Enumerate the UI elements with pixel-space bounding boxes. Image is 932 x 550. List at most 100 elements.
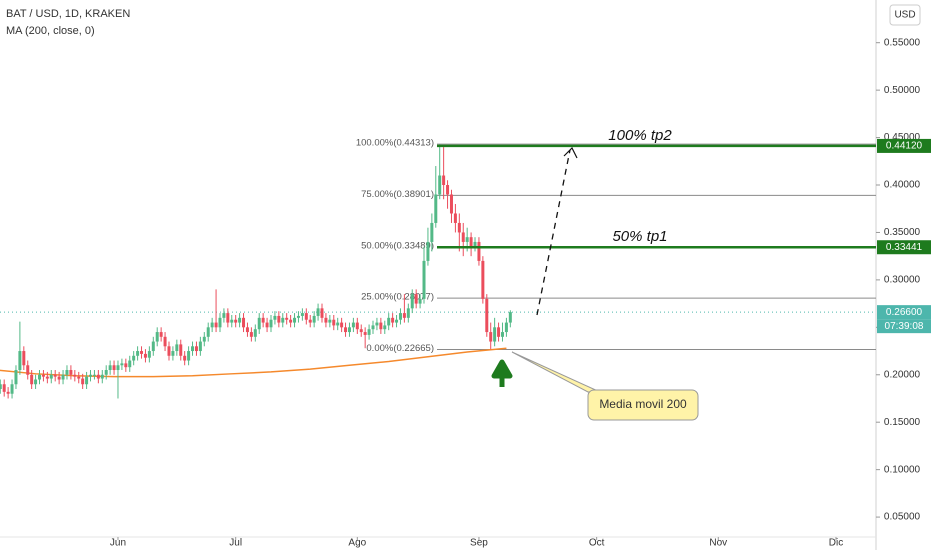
- candle-body: [281, 317, 285, 323]
- candle-body: [261, 317, 265, 323]
- candle-body: [230, 319, 234, 323]
- candle-body: [210, 322, 214, 328]
- candle-body: [449, 194, 453, 214]
- candle-body: [485, 298, 489, 333]
- fib-label: 100.00%(0.44313): [356, 138, 434, 149]
- candle-body: [175, 344, 179, 352]
- candle-body: [442, 175, 446, 186]
- candle-body: [328, 319, 332, 323]
- candle-body: [253, 329, 257, 337]
- candle-body: [257, 317, 261, 330]
- candle-body: [218, 317, 222, 328]
- candle-body: [151, 341, 155, 352]
- candle-body: [508, 312, 512, 323]
- candle-body: [493, 327, 497, 342]
- candle-body: [45, 376, 49, 379]
- candle-body: [89, 374, 93, 377]
- x-tick-label: Oct: [589, 538, 605, 549]
- fib-label: 0.00%(0.22665): [366, 343, 434, 354]
- y-tick-label: 0.15000: [884, 417, 921, 428]
- candle-body: [0, 384, 2, 389]
- candle-body: [81, 378, 85, 385]
- candle-body: [155, 332, 159, 342]
- candle-body: [273, 315, 277, 320]
- candle-body: [461, 232, 465, 242]
- candle-body: [289, 319, 293, 323]
- candle-body: [324, 317, 328, 323]
- candle-body: [140, 351, 144, 354]
- candle-body: [277, 315, 281, 323]
- candle-body: [206, 327, 210, 337]
- candle-body: [136, 351, 140, 356]
- x-tick-label: Nov: [709, 538, 727, 549]
- candle-body: [92, 374, 96, 376]
- candle-body: [430, 222, 434, 242]
- candle-body: [159, 332, 163, 337]
- x-tick-label: Dic: [829, 538, 843, 549]
- candle-body: [69, 370, 73, 375]
- candle-body: [375, 322, 379, 326]
- candle-body: [446, 185, 450, 195]
- y-tick-label: 0.35000: [884, 227, 921, 238]
- candle-body: [465, 237, 469, 242]
- y-tick-label: 0.05000: [884, 512, 921, 523]
- candle-body: [398, 313, 402, 320]
- target-text: 50% tp1: [612, 228, 667, 245]
- fib-label: 50.00%(0.33489): [361, 240, 434, 251]
- candle-body: [489, 332, 493, 342]
- candle-body: [395, 319, 399, 323]
- candle-body: [147, 351, 151, 358]
- y-tick-label: 0.20000: [884, 369, 921, 380]
- countdown-label: 07:39:08: [885, 321, 924, 332]
- candle-body: [202, 336, 206, 342]
- candle-body: [187, 351, 191, 361]
- candle-body: [316, 308, 320, 316]
- candle-body: [379, 322, 383, 330]
- ma-line: [0, 347, 507, 378]
- indicator-label: MA (200, close, 0): [6, 25, 95, 37]
- price-tag-label: 0.33441: [886, 242, 923, 253]
- x-tick-label: Jul: [229, 538, 242, 549]
- y-tick-label: 0.10000: [884, 464, 921, 475]
- candle-body: [10, 384, 14, 394]
- candle-body: [234, 319, 238, 323]
- candle-body: [308, 319, 312, 323]
- candle-body: [242, 317, 246, 328]
- candle-body: [238, 317, 242, 323]
- candle-body: [414, 294, 418, 304]
- callout-text: Media movil 200: [599, 397, 687, 411]
- candle-body: [6, 391, 10, 394]
- candle-body: [85, 376, 89, 385]
- candle-body: [293, 317, 297, 323]
- target-text: 100% tp2: [608, 127, 672, 144]
- y-tick-label: 0.55000: [884, 37, 921, 48]
- candle-body: [453, 213, 457, 223]
- currency-button[interactable]: [889, 4, 921, 26]
- candle-body: [26, 365, 30, 375]
- currency-label[interactable]: USD: [894, 10, 915, 21]
- candle-body: [477, 241, 481, 261]
- candle-body: [65, 370, 69, 375]
- candle-body: [183, 355, 187, 361]
- candle-body: [387, 317, 391, 326]
- fib-label: 25.00%(0.28077): [361, 292, 434, 303]
- candle-body: [332, 319, 336, 326]
- candle-body: [73, 374, 77, 377]
- candle-body: [112, 365, 116, 371]
- candle-body: [96, 374, 100, 379]
- candle-body: [179, 344, 183, 356]
- up-arrow: [491, 359, 513, 387]
- x-tick-label: Sep: [470, 538, 488, 549]
- candle-body: [14, 370, 18, 385]
- candle-body: [285, 317, 289, 320]
- candle-body: [347, 327, 351, 333]
- callout-box: [587, 389, 699, 421]
- candle-body: [269, 319, 273, 328]
- candle-body: [367, 329, 371, 335]
- candle-body: [49, 374, 53, 379]
- candle-body: [100, 374, 104, 379]
- candle-body: [469, 237, 473, 247]
- candle-body: [53, 374, 57, 377]
- candle-body: [457, 222, 461, 233]
